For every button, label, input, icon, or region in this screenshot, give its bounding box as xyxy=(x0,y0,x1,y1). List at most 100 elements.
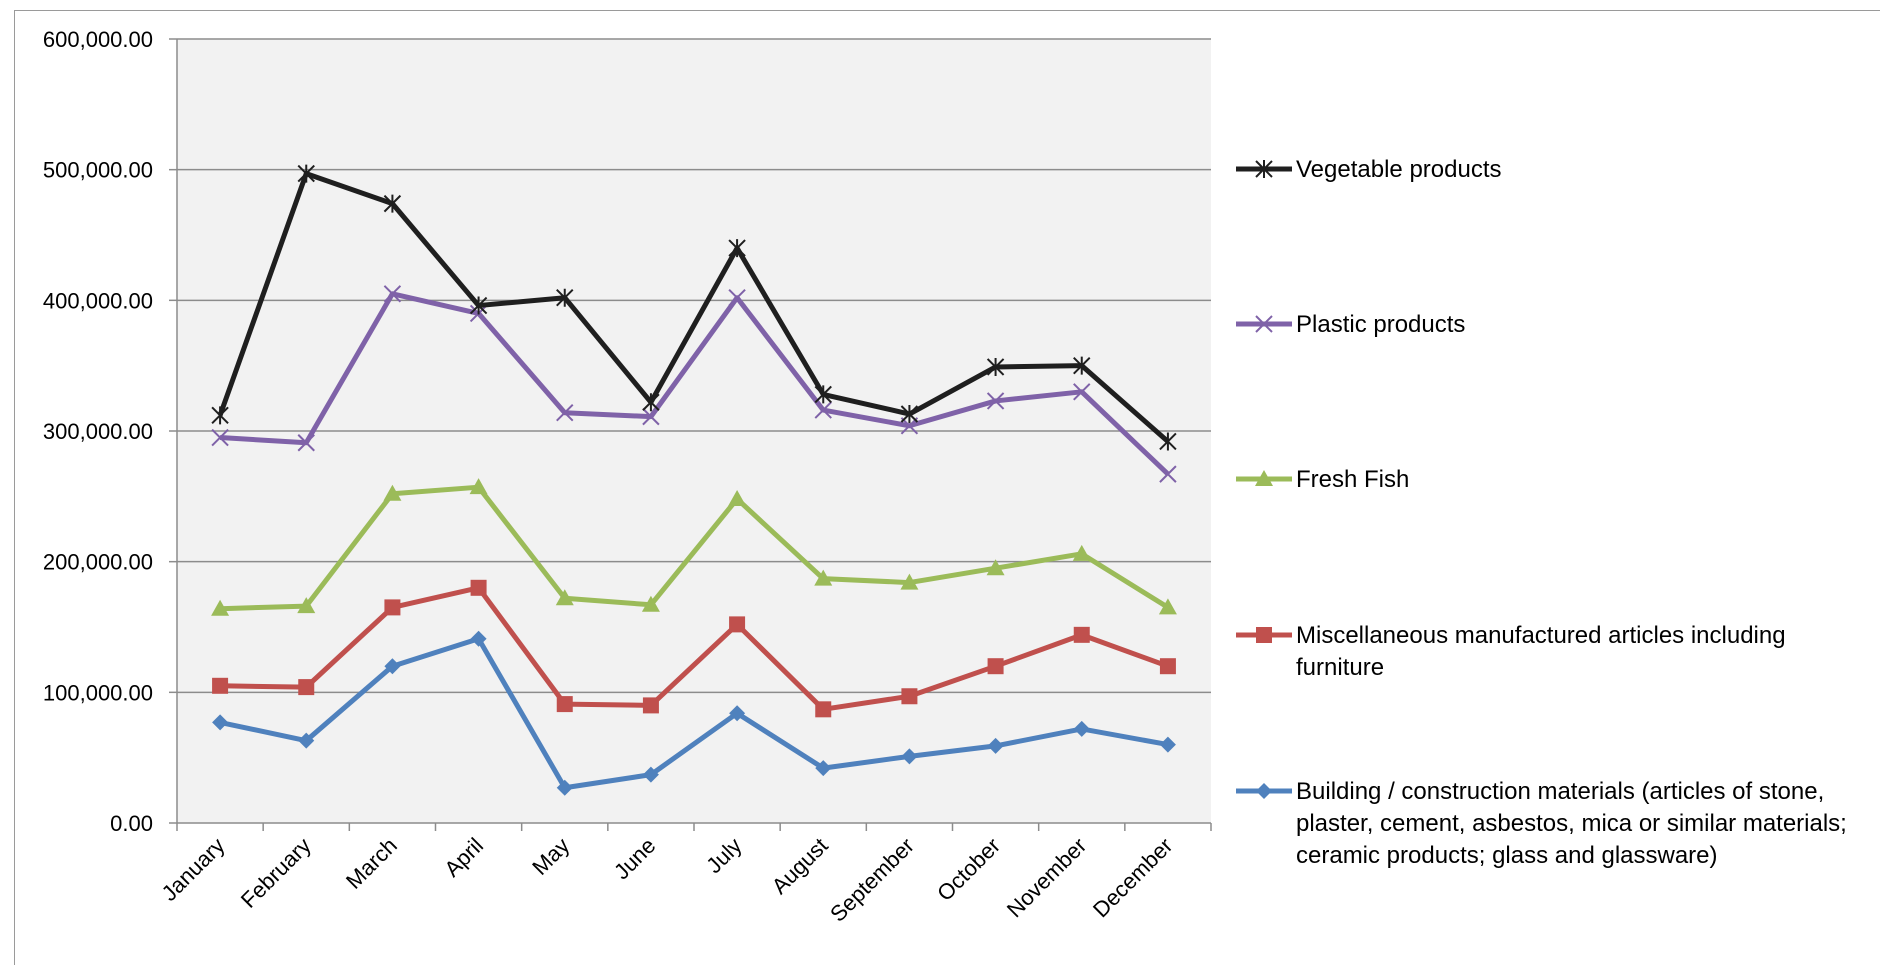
y-axis-tick-labels: 0.00 100,000.00 200,000.00 300,000.00 400,00… xyxy=(43,27,153,836)
data-point xyxy=(728,239,746,258)
legend-label: furniture xyxy=(1296,654,1384,681)
legend-marker xyxy=(1256,783,1272,799)
data-point xyxy=(556,288,574,307)
data-point xyxy=(383,285,402,303)
legend-entry: Miscellaneous manufactured articles incl… xyxy=(1236,622,1786,681)
x-tick-label: July xyxy=(701,833,746,878)
y-tick-label: 400,000.00 xyxy=(43,288,153,313)
series-line xyxy=(217,171,1170,444)
data-point xyxy=(556,403,574,422)
y-tick-label: 600,000.00 xyxy=(43,27,153,52)
data-point xyxy=(642,766,659,783)
series-x xyxy=(211,285,1177,483)
axes xyxy=(169,38,1212,831)
legend-label: Vegetable products xyxy=(1296,156,1502,183)
data-point xyxy=(642,407,660,426)
data-point xyxy=(555,589,574,606)
x-tick-label: August xyxy=(767,833,833,899)
legend-marker xyxy=(1255,470,1273,486)
series-line xyxy=(219,291,1170,476)
x-tick-label: March xyxy=(341,833,402,894)
legend-entry: Vegetable products xyxy=(1236,156,1502,183)
legend-label: Miscellaneous manufactured articles incl… xyxy=(1296,622,1786,649)
data-point xyxy=(212,677,229,694)
x-tick-label: May xyxy=(527,833,574,880)
data-point xyxy=(814,569,833,586)
series-line xyxy=(219,636,1169,791)
data-point xyxy=(1072,544,1091,561)
data-point xyxy=(814,385,832,404)
data-point xyxy=(1159,736,1176,753)
data-point xyxy=(211,599,230,616)
legend-marker xyxy=(1255,315,1273,333)
series-star xyxy=(211,164,1177,451)
x-tick-label: October xyxy=(932,833,1005,906)
x-tick-label: November xyxy=(1002,833,1091,922)
data-point xyxy=(900,405,919,424)
data-point xyxy=(298,732,315,749)
data-point xyxy=(1159,432,1177,451)
legend-label: Fresh Fish xyxy=(1296,466,1409,493)
data-point xyxy=(1073,626,1090,643)
series-diamond xyxy=(212,630,1176,796)
data-point xyxy=(814,401,832,419)
data-point xyxy=(815,701,832,718)
data-point xyxy=(470,630,487,647)
data-point xyxy=(901,748,918,765)
data-point xyxy=(556,779,573,796)
x-tick-label: February xyxy=(236,833,316,913)
data-point xyxy=(469,478,488,495)
data-point xyxy=(901,688,918,705)
data-point xyxy=(298,679,315,696)
data-point xyxy=(729,616,746,633)
data-point xyxy=(297,434,315,452)
legend-entry: Building / construction materials (artic… xyxy=(1236,778,1847,869)
data-point xyxy=(729,705,746,722)
legend-entry: Fresh Fish xyxy=(1236,466,1409,493)
y-tick-label: 300,000.00 xyxy=(43,419,153,444)
x-tick-label: January xyxy=(157,833,230,906)
data-point xyxy=(212,714,229,731)
data-point xyxy=(1158,598,1177,615)
legend-label: ceramic products; glass and glassware) xyxy=(1296,842,1718,869)
chart-frame xyxy=(14,10,1880,965)
data-point xyxy=(642,697,659,714)
data-point xyxy=(642,393,660,412)
data-point xyxy=(383,484,402,501)
data-point xyxy=(211,406,229,425)
y-tick-label: 500,000.00 xyxy=(43,158,153,183)
series-line xyxy=(220,585,1169,712)
data-point xyxy=(728,289,746,307)
data-point xyxy=(1073,720,1090,737)
data-point xyxy=(986,559,1005,576)
legend-label: Plastic products xyxy=(1296,311,1465,338)
data-point xyxy=(470,579,487,596)
data-point xyxy=(297,164,315,183)
series-lines xyxy=(211,164,1177,796)
data-point xyxy=(728,489,747,506)
y-tick-label: 200,000.00 xyxy=(43,550,153,575)
series-square xyxy=(212,579,1176,718)
y-tick-label: 100,000.00 xyxy=(43,680,153,705)
legend: Vegetable products Plastic products Fresh … xyxy=(1236,156,1847,869)
data-point xyxy=(900,573,919,590)
legend-marker xyxy=(1255,160,1273,178)
x-tick-label: December xyxy=(1088,833,1177,922)
series-triangle xyxy=(211,478,1177,616)
data-point xyxy=(384,658,401,675)
x-tick-label: June xyxy=(609,833,660,884)
series-line xyxy=(220,484,1170,612)
data-point xyxy=(987,658,1004,675)
x-tick-label: April xyxy=(439,833,488,882)
legend-marker xyxy=(1256,627,1272,643)
data-point xyxy=(556,696,573,713)
legend-entry: Plastic products xyxy=(1236,311,1465,338)
data-point xyxy=(211,428,229,447)
x-axis-tick-labels: January February March April May June July Augu… xyxy=(157,833,1178,927)
data-point xyxy=(469,296,488,315)
data-point xyxy=(1073,356,1091,375)
data-point xyxy=(987,737,1004,754)
legend-label: Building / construction materials (artic… xyxy=(1296,778,1824,805)
y-tick-label: 0.00 xyxy=(110,811,153,836)
